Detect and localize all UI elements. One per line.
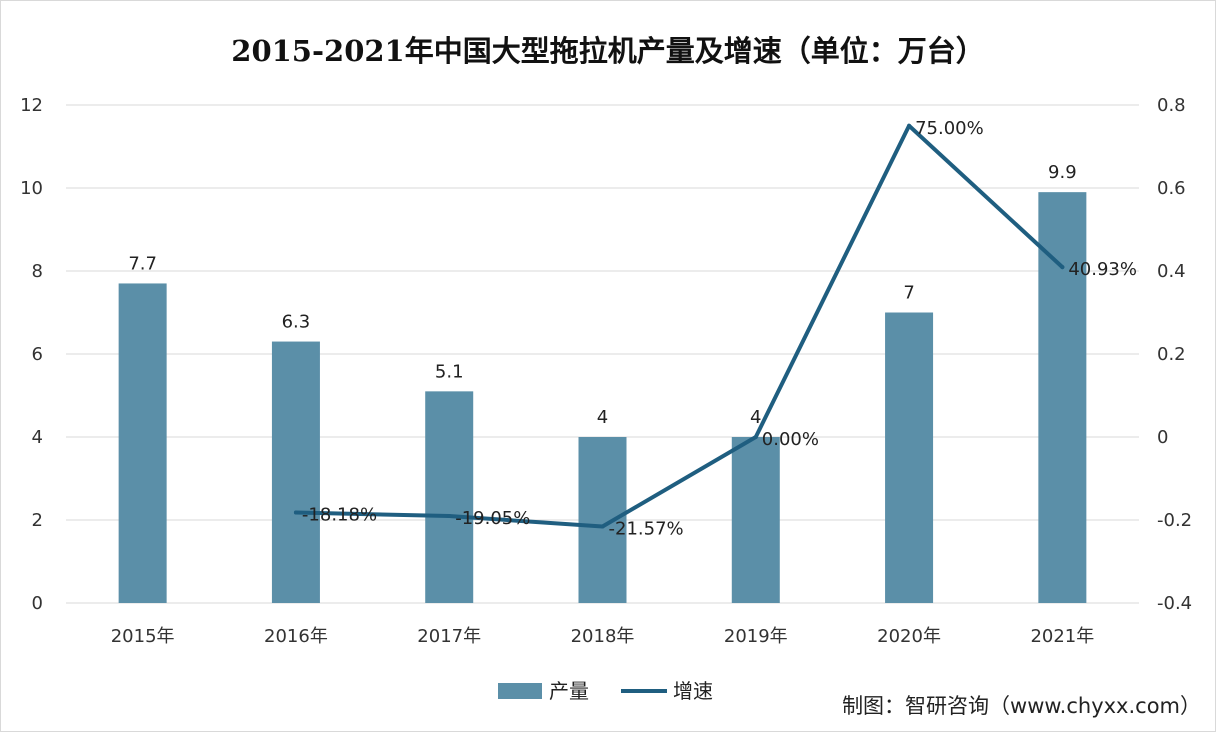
axis-ticks: 0 2 4 6 8 10 12 -0.4 -0.2 0 0.2 0.4 0.6 0.8 2015年 2016年… — [20, 95, 1192, 647]
bar — [885, 312, 934, 603]
y-right-tick: 0.4 — [1157, 261, 1186, 282]
line-point — [600, 524, 605, 529]
y-right-tick: 0.8 — [1157, 95, 1186, 116]
bar — [578, 437, 627, 603]
legend-label-line: 增速 — [673, 679, 713, 703]
growth-line — [293, 123, 1065, 529]
bar-value-label: 7 — [903, 283, 914, 304]
line-value-label: 40.93% — [1068, 259, 1137, 280]
line-point — [1060, 265, 1065, 270]
y-right-tick: 0.6 — [1157, 178, 1186, 199]
bar — [271, 341, 320, 603]
bar-value-label: 6.3 — [282, 312, 311, 333]
bar — [425, 391, 474, 603]
data-labels: 7.7 6.3 5.1 4 4 7 9.9 -18.18% -19.05% -21.57% 0.00… — [128, 118, 1137, 540]
line-value-label: 75.00% — [915, 118, 984, 139]
line-value-label: -21.57% — [609, 519, 684, 540]
line-point — [753, 435, 758, 439]
chart-title: 2015-2021年中国大型拖拉机产量及增速（单位：万台） — [231, 34, 984, 68]
y-right-tick: -0.4 — [1157, 593, 1192, 614]
bar-series — [118, 192, 1087, 603]
line-point — [293, 510, 298, 515]
bar-value-label: 9.9 — [1048, 162, 1077, 183]
y-right-tick: 0.2 — [1157, 344, 1186, 365]
x-tick: 2020年 — [877, 626, 941, 647]
y-left-tick: 12 — [20, 95, 43, 116]
x-tick: 2018年 — [571, 626, 635, 647]
line-value-label: -18.18% — [302, 504, 377, 525]
x-tick: 2021年 — [1030, 626, 1094, 647]
bar-value-label: 5.1 — [435, 361, 464, 382]
x-tick: 2016年 — [264, 626, 328, 647]
y-left-tick: 2 — [32, 510, 43, 531]
y-left-tick: 10 — [20, 178, 43, 199]
bar — [118, 283, 167, 603]
legend-label-bar: 产量 — [549, 679, 589, 703]
line-series — [293, 123, 1065, 529]
x-tick: 2017年 — [417, 626, 481, 647]
x-tick: 2019年 — [724, 626, 788, 647]
source-note: 制图：智研咨询（www.chyxx.com） — [842, 694, 1201, 718]
line-value-label: 0.00% — [762, 429, 819, 450]
y-left-tick: 6 — [32, 344, 43, 365]
bar — [1038, 192, 1087, 603]
line-value-label: -19.05% — [455, 508, 530, 529]
bar-value-label: 7.7 — [128, 253, 157, 274]
y-left-tick: 8 — [32, 261, 43, 282]
y-left-tick: 4 — [32, 427, 43, 448]
y-right-tick: -0.2 — [1157, 510, 1192, 531]
y-left-tick: 0 — [32, 593, 43, 614]
legend-swatch-bar — [498, 683, 542, 699]
bar-value-label: 4 — [750, 407, 761, 428]
x-tick: 2015年 — [111, 626, 175, 647]
legend: 产量 增速 — [498, 679, 713, 703]
y-right-tick: 0 — [1157, 427, 1168, 448]
bar-value-label: 4 — [597, 407, 608, 428]
line-point — [907, 123, 912, 128]
bar — [731, 437, 780, 603]
line-point — [447, 514, 452, 519]
